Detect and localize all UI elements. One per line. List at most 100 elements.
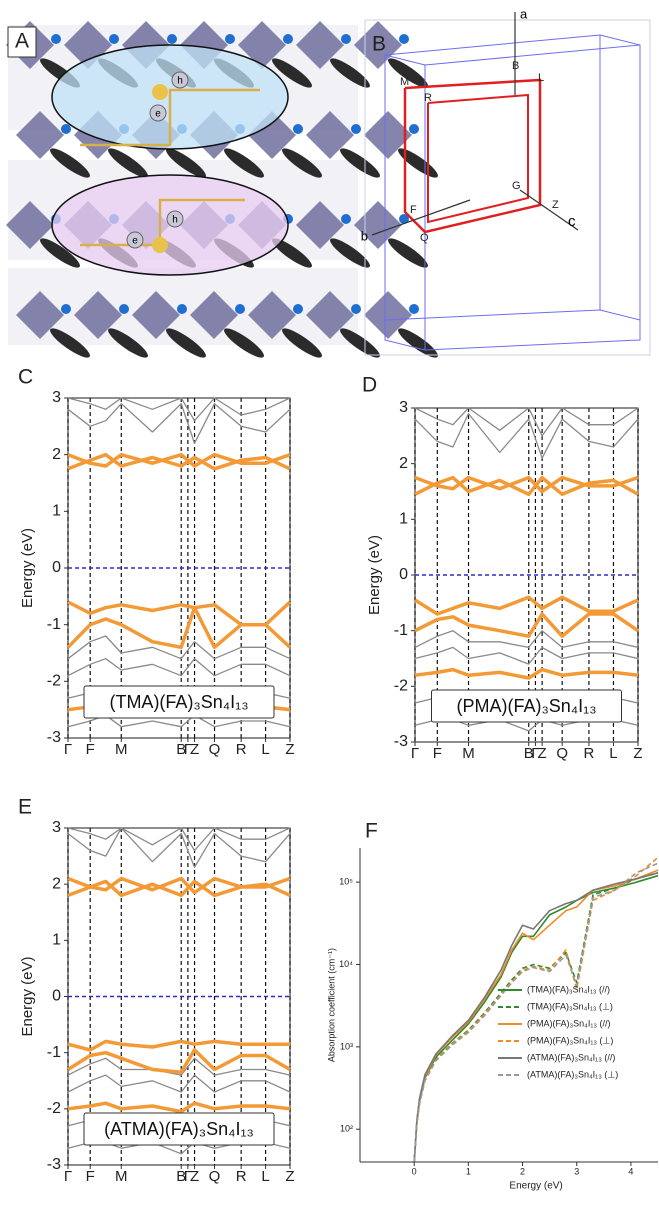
octahedron	[132, 291, 180, 339]
cation	[50, 328, 90, 358]
series-line	[414, 630, 639, 649]
k-point-label: F	[410, 204, 417, 216]
cation	[272, 58, 312, 88]
x-tick-label: Z	[190, 1168, 199, 1185]
atom	[351, 124, 361, 134]
cation	[330, 58, 370, 88]
series-line	[67, 635, 291, 660]
cation	[340, 328, 380, 358]
carrier-label: h	[177, 76, 183, 87]
y-tick-label: 2	[399, 455, 408, 472]
x-tick-label: 4	[628, 1166, 633, 1176]
arrow	[168, 88, 260, 95]
series-line	[67, 403, 291, 444]
cation	[40, 238, 80, 268]
y-tick-label: 10⁴	[339, 959, 353, 969]
cell-edge	[424, 44, 641, 66]
x-tick-label: L	[261, 1168, 269, 1185]
carrier-label: e	[155, 109, 161, 120]
panel-label-box	[7, 26, 37, 58]
atom	[61, 304, 71, 314]
x-tick-label: B	[524, 745, 534, 762]
y-tick-label: 10⁵	[339, 877, 353, 887]
panel-a: h e h e	[6, 21, 438, 358]
series-line	[67, 1101, 291, 1114]
octahedron	[364, 111, 412, 159]
series-line	[67, 397, 291, 422]
octahedron	[6, 201, 54, 249]
y-tick-label: 1	[399, 511, 408, 528]
legend-label: (PMA)(FA)₃Sn₄I₁₃ (//)	[527, 1018, 611, 1028]
series-line	[67, 827, 291, 852]
series-line	[67, 876, 291, 895]
annotation-box	[83, 1112, 275, 1146]
x-tick-label: B	[176, 741, 186, 758]
series-line	[414, 595, 639, 616]
y-tick-label: 1	[52, 932, 61, 949]
octahedron	[238, 21, 286, 69]
x-tick-label: Z	[633, 745, 642, 762]
cell-edge	[599, 309, 641, 321]
x-tick-label: Z	[285, 741, 294, 758]
cation	[388, 238, 428, 268]
cation	[50, 148, 90, 178]
axis-b	[371, 199, 471, 236]
panel-label: C	[18, 366, 33, 389]
carrier	[171, 71, 189, 89]
octahedron	[248, 291, 296, 339]
y-axis-label: Energy (eV)	[366, 535, 383, 615]
axis-label: a	[520, 6, 528, 21]
annotation-box	[83, 685, 275, 719]
cation	[272, 238, 312, 268]
y-tick-label: 10³	[340, 1041, 353, 1051]
legend-label: (ATMA)(FA)₃Sn₄I₁₃ (//)	[527, 1052, 615, 1062]
y-tick-label: -1	[47, 616, 61, 633]
y-tick-label: 2	[52, 446, 61, 463]
x-tick-label: Z	[190, 741, 199, 758]
x-tick-label: 0	[412, 1166, 417, 1176]
octahedron	[354, 21, 402, 69]
y-tick-label: 10²	[340, 1124, 353, 1134]
y-tick-label: 1	[52, 503, 61, 520]
x-tick-label: L	[261, 741, 269, 758]
atom	[235, 304, 245, 314]
octahedron	[16, 291, 64, 339]
cation	[108, 328, 148, 358]
cation	[398, 148, 438, 178]
x-tick-label: F	[86, 1168, 95, 1185]
octahedron	[306, 291, 354, 339]
x-tick-label: Γ	[531, 745, 539, 762]
x-tick-label: R	[236, 1168, 247, 1185]
atom	[61, 124, 71, 134]
k-point-label: G	[512, 180, 521, 192]
legend-label: (TMA)(FA)₃Sn₄I₁₃ (⊥)	[527, 1001, 613, 1011]
k-point-label: B	[512, 60, 519, 72]
k-point-label: Q	[420, 232, 429, 244]
x-tick-label: Q	[556, 745, 568, 762]
series-line	[413, 872, 659, 1163]
axis-label: c	[568, 213, 576, 230]
atom	[283, 34, 293, 44]
annotation: (PMA)(FA)₃Sn₄I₁₃	[456, 696, 596, 716]
sparkle	[152, 237, 168, 253]
atom	[293, 304, 303, 314]
series-line	[67, 452, 291, 471]
legend-label: (ATMA)(FA)₃Sn₄I₁₃ (⊥)	[527, 1069, 618, 1079]
y-tick-label: 0	[52, 988, 61, 1005]
y-tick-label: -2	[394, 678, 408, 695]
carrier-label: e	[132, 236, 138, 247]
panel-label: D	[362, 374, 377, 397]
x-tick-label: R	[584, 745, 595, 762]
x-tick-label: Γ	[64, 1168, 72, 1185]
y-tick-label: 0	[52, 559, 61, 576]
panel-label: A	[15, 30, 29, 53]
cation	[224, 148, 264, 178]
axis-c	[519, 189, 579, 231]
k-path	[427, 93, 529, 224]
series-line	[66, 605, 292, 650]
atom	[51, 34, 61, 44]
y-tick-label: -2	[47, 673, 61, 690]
atom	[409, 304, 419, 314]
cation	[166, 328, 206, 358]
